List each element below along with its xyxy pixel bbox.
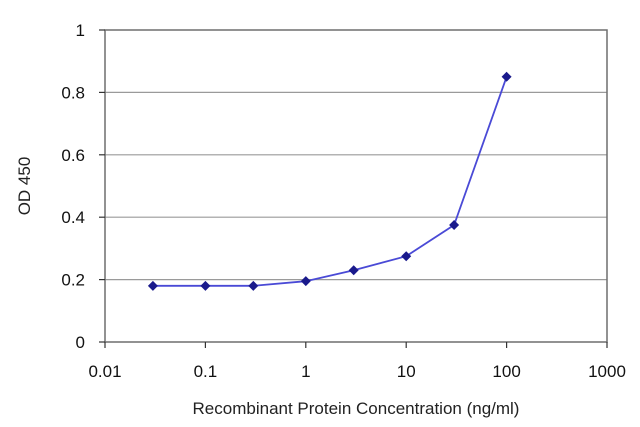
x-axis-title: Recombinant Protein Concentration (ng/ml… xyxy=(193,399,520,418)
plot-area-frame xyxy=(104,29,608,343)
axis-ticks xyxy=(99,29,608,348)
y-tick-label: 0 xyxy=(76,333,85,352)
y-tick-label: 0.4 xyxy=(61,208,85,227)
data-point-marker xyxy=(200,280,211,291)
data-point-marker xyxy=(147,280,158,291)
x-tick-label: 0.01 xyxy=(88,362,121,381)
data-point-marker xyxy=(449,220,460,230)
grid-lines xyxy=(105,91,607,281)
y-axis-title: OD 450 xyxy=(15,157,34,216)
data-point-marker xyxy=(401,251,412,262)
data-point-marker xyxy=(348,265,359,276)
series-line xyxy=(152,76,508,287)
y-tick-label: 1 xyxy=(76,21,85,40)
y-axis-tick-labels: 0 0.2 0.4 0.6 0.8 1 xyxy=(61,21,85,352)
y-tick-label: 0.8 xyxy=(61,83,85,102)
x-tick-label: 100 xyxy=(492,362,520,381)
x-tick-label: 1 xyxy=(301,362,310,381)
data-point-marker xyxy=(248,280,259,291)
x-tick-label: 1000 xyxy=(588,362,626,381)
data-point-marker xyxy=(501,71,512,82)
series-markers xyxy=(147,71,512,291)
x-tick-label: 0.1 xyxy=(194,362,218,381)
x-tick-label: 10 xyxy=(397,362,416,381)
x-axis-tick-labels: 0.01 0.1 1 10 100 1000 xyxy=(88,362,625,381)
data-point-marker xyxy=(300,276,311,287)
y-tick-label: 0.2 xyxy=(61,271,85,290)
y-tick-label: 0.6 xyxy=(61,146,85,165)
